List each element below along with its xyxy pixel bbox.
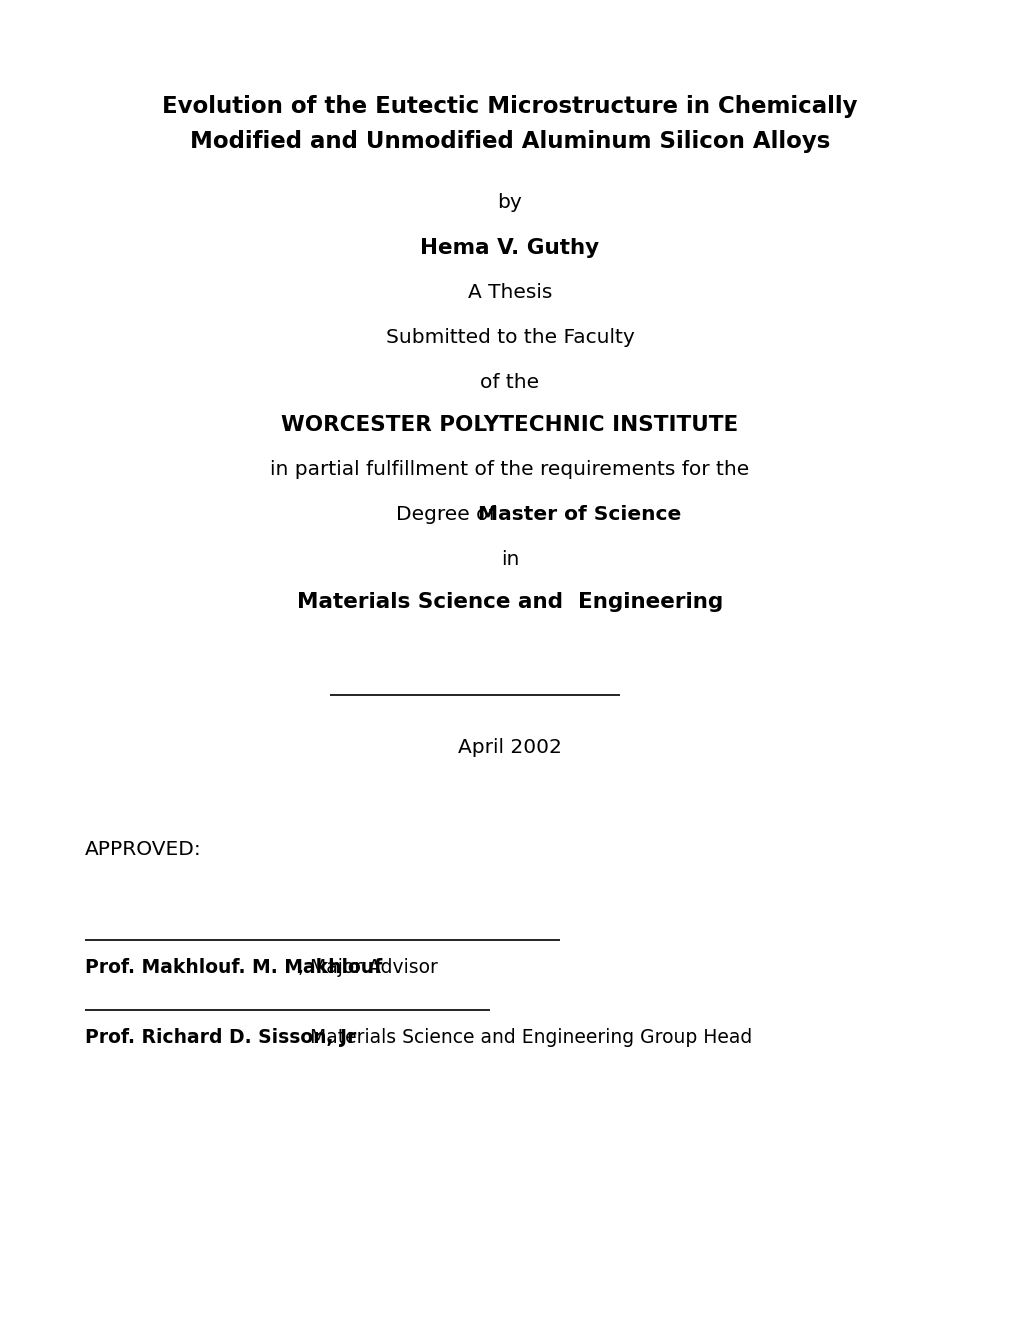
Text: Hema V. Guthy: Hema V. Guthy: [420, 238, 599, 257]
Text: Modified and Unmodified Aluminum Silicon Alloys: Modified and Unmodified Aluminum Silicon…: [190, 129, 829, 153]
Text: Submitted to the Faculty: Submitted to the Faculty: [385, 327, 634, 347]
Text: APPROVED:: APPROVED:: [85, 840, 202, 859]
Text: A Thesis: A Thesis: [468, 282, 551, 302]
Text: Materials Science and Engineering Group Head: Materials Science and Engineering Group …: [298, 1028, 752, 1047]
Text: , Major Advisor: , Major Advisor: [298, 958, 438, 977]
Text: Evolution of the Eutectic Microstructure in Chemically: Evolution of the Eutectic Microstructure…: [162, 95, 857, 117]
Text: by: by: [497, 193, 522, 213]
Text: Degree of: Degree of: [395, 506, 501, 524]
Text: in: in: [500, 550, 519, 569]
Text: Master of Science: Master of Science: [477, 506, 681, 524]
Text: Prof. Richard D. Sisson, Jr: Prof. Richard D. Sisson, Jr: [85, 1028, 356, 1047]
Text: in partial fulfillment of the requirements for the: in partial fulfillment of the requiremen…: [270, 459, 749, 479]
Text: April 2002: April 2002: [458, 738, 561, 756]
Text: of the: of the: [480, 374, 539, 392]
Text: WORCESTER POLYTECHNIC INSTITUTE: WORCESTER POLYTECHNIC INSTITUTE: [281, 414, 738, 436]
Text: Prof. Makhlouf. M. Makhlouf: Prof. Makhlouf. M. Makhlouf: [85, 958, 382, 977]
Text: Materials Science and  Engineering: Materials Science and Engineering: [297, 591, 722, 612]
